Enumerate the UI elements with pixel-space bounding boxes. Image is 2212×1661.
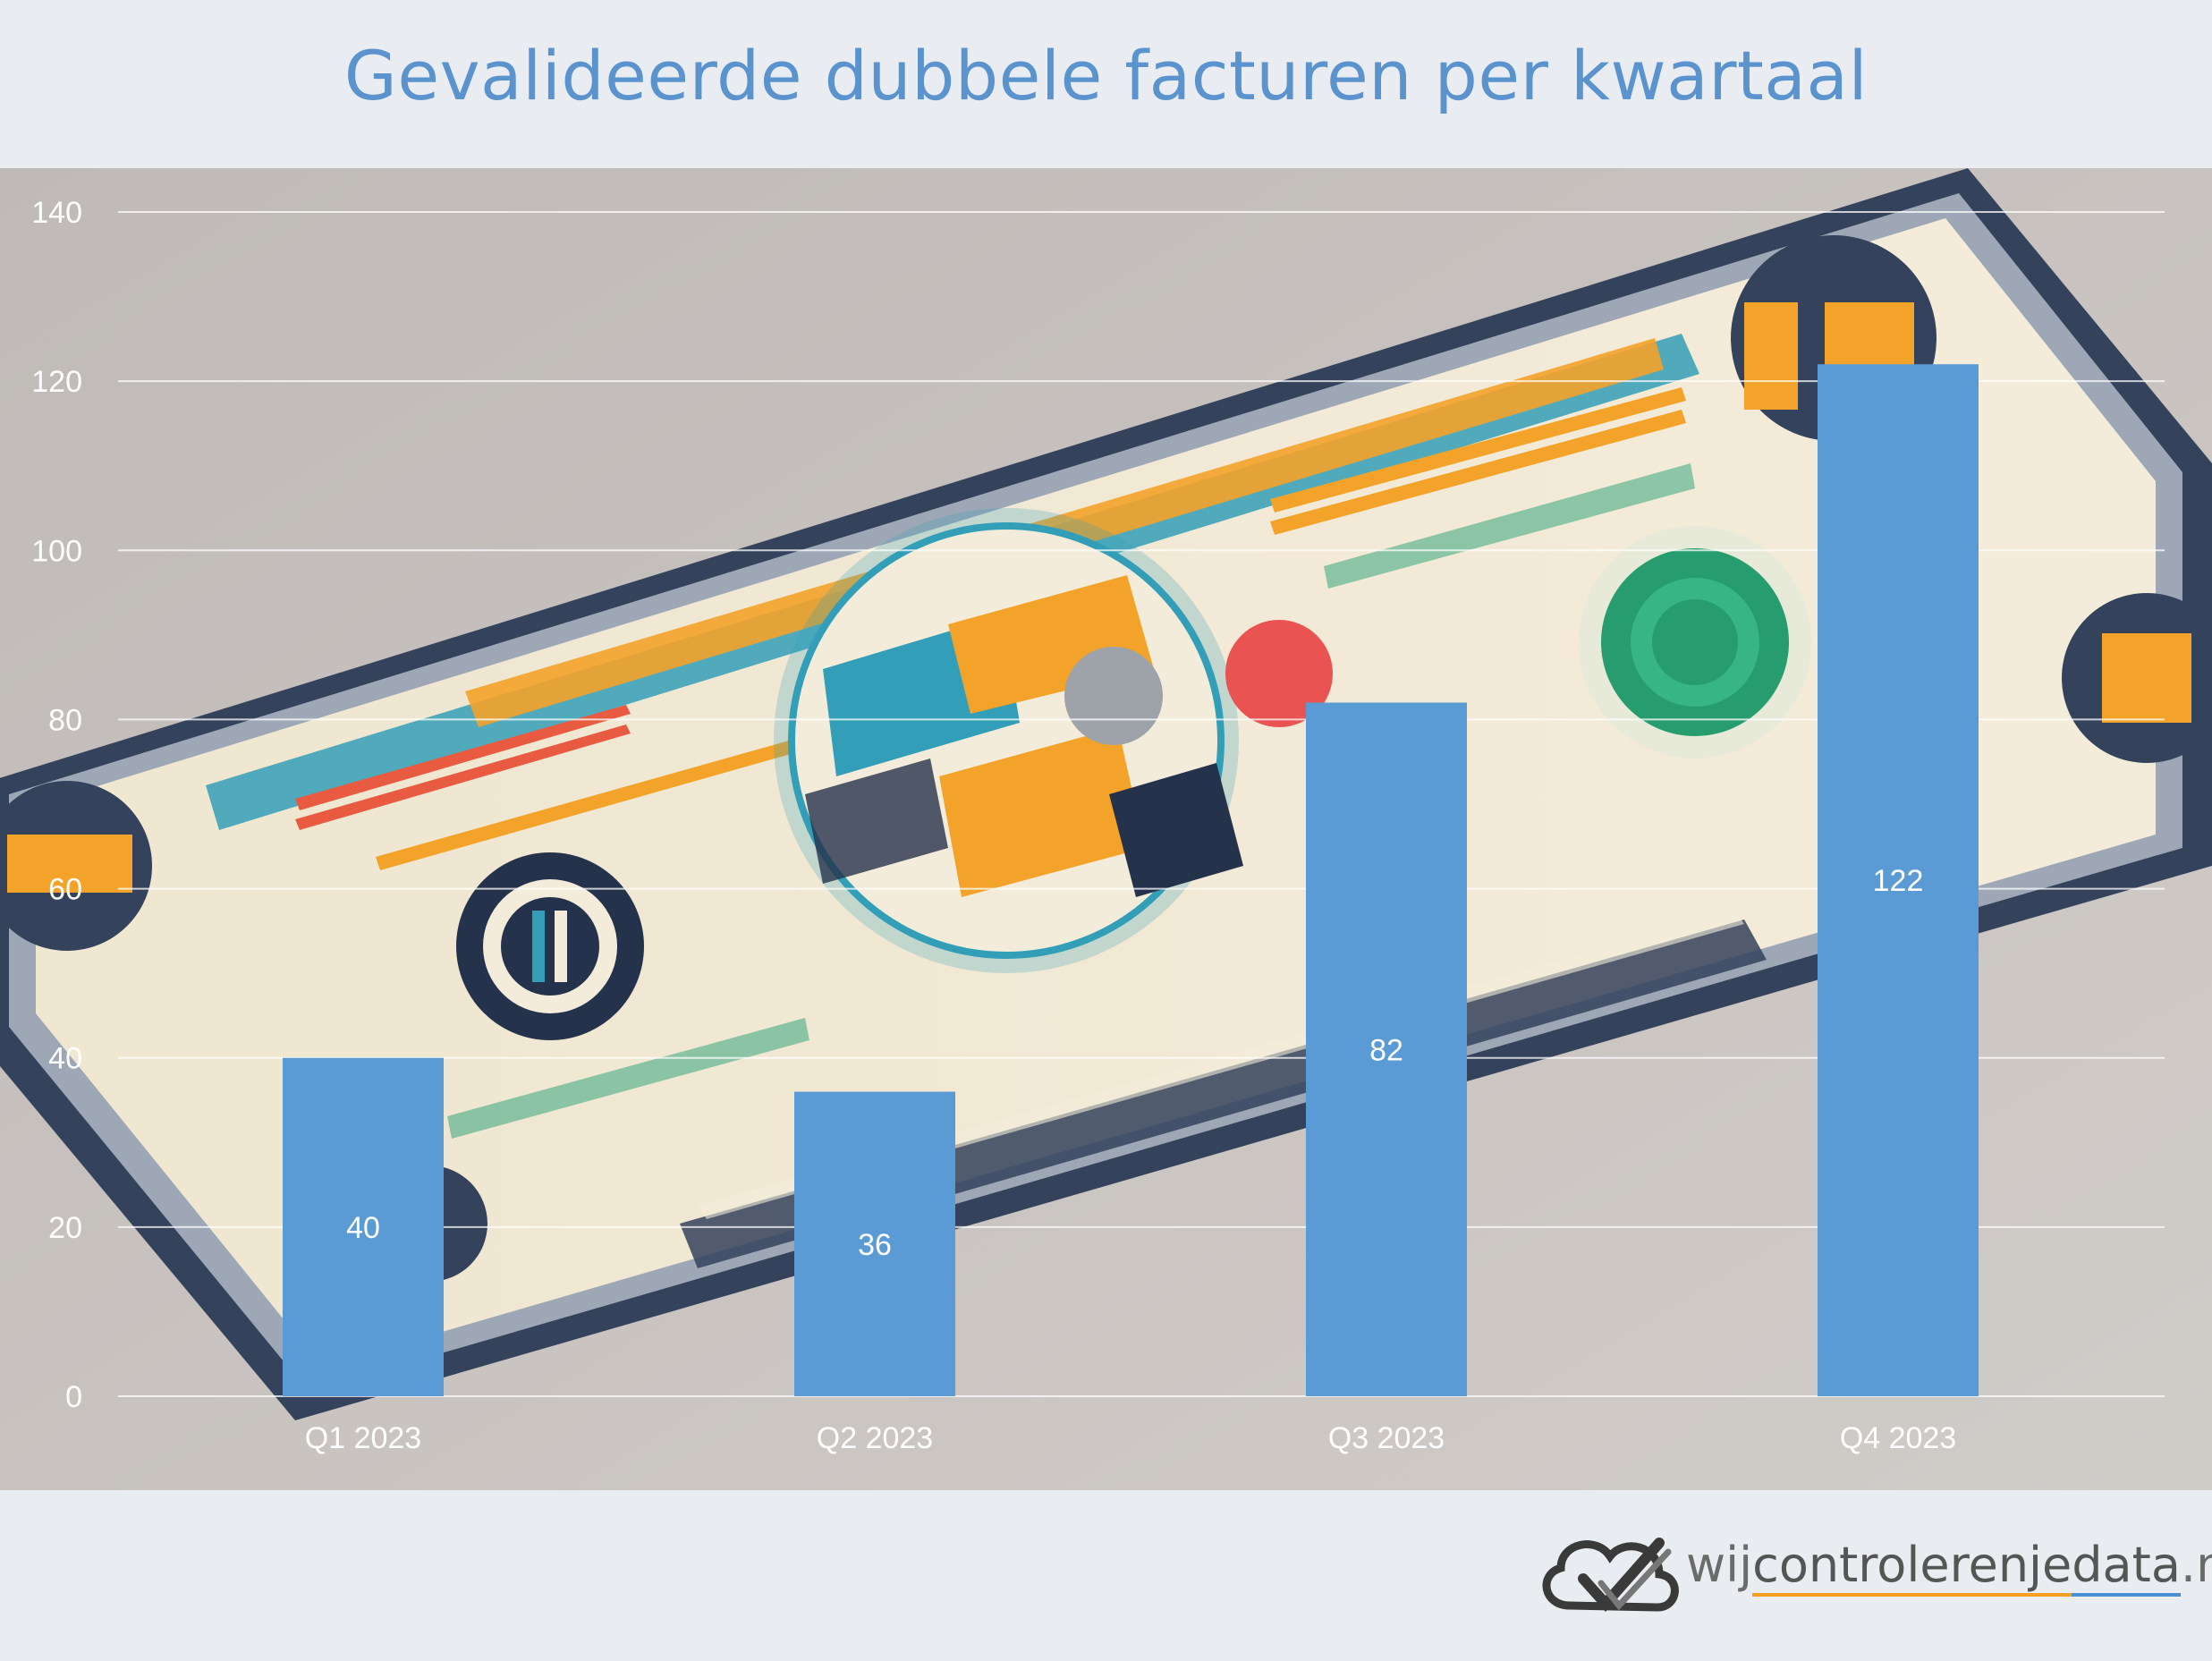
- y-tick-label-60: 60: [48, 873, 82, 907]
- x-tick-label-q1-2023: Q1 2023: [305, 1421, 421, 1455]
- cloud-check-icon: [1542, 1538, 1679, 1613]
- bar-q2-2023: [794, 1091, 955, 1396]
- y-tick-label-0: 0: [65, 1380, 82, 1414]
- brand-segment-data: data: [2072, 1537, 2181, 1597]
- y-tick-label-140: 140: [31, 196, 82, 230]
- data-label-q3-2023: 82: [1369, 1033, 1403, 1067]
- data-labels: 40 36 82 122: [346, 864, 1923, 1262]
- data-label-q2-2023: 36: [858, 1228, 892, 1262]
- x-tick-label-q4-2023: Q4 2023: [1840, 1421, 1956, 1455]
- y-tick-label-20: 20: [48, 1211, 82, 1245]
- x-tick-label-q2-2023: Q2 2023: [817, 1421, 933, 1455]
- y-axis-tick-labels: 0 20 40 60 80 100 120 140: [31, 196, 82, 1414]
- y-tick-label-40: 40: [48, 1042, 82, 1076]
- y-tick-label-120: 120: [31, 365, 82, 399]
- y-tick-label-80: 80: [48, 703, 82, 737]
- y-tick-label-100: 100: [31, 534, 82, 568]
- brand-segment-je: je: [2029, 1537, 2072, 1597]
- bar-q3-2023: [1306, 702, 1467, 1396]
- data-label-q4-2023: 122: [1873, 864, 1924, 898]
- chart-title: Gevalideerde dubbele facturen per kwarta…: [343, 36, 1869, 115]
- data-label-q1-2023: 40: [346, 1211, 380, 1245]
- plot-area: 0 20 40 60 80 100 120 140 40 36 82 122 Q1 2023 Q2 2…: [0, 168, 2212, 1490]
- x-tick-label-q3-2023: Q3 2023: [1328, 1421, 1445, 1455]
- chart-canvas: 0 20 40 60 80 100 120 140 40 36 82 122 Q1 2023 Q2 2…: [0, 168, 2212, 1490]
- brand-prefix: wij: [1686, 1537, 1753, 1593]
- brand-suffix: .nl: [2180, 1537, 2212, 1593]
- brand-segment-controleren: controleren: [1752, 1537, 2030, 1597]
- bars: [283, 364, 1979, 1397]
- bar-q1-2023: [283, 1057, 444, 1396]
- x-axis-tick-labels: Q1 2023 Q2 2023 Q3 2023 Q4 2023: [305, 1421, 1956, 1455]
- brand-wordmark: wijcontrolerenjedata.nl: [1686, 1537, 2212, 1597]
- bar-q4-2023: [1818, 364, 1979, 1397]
